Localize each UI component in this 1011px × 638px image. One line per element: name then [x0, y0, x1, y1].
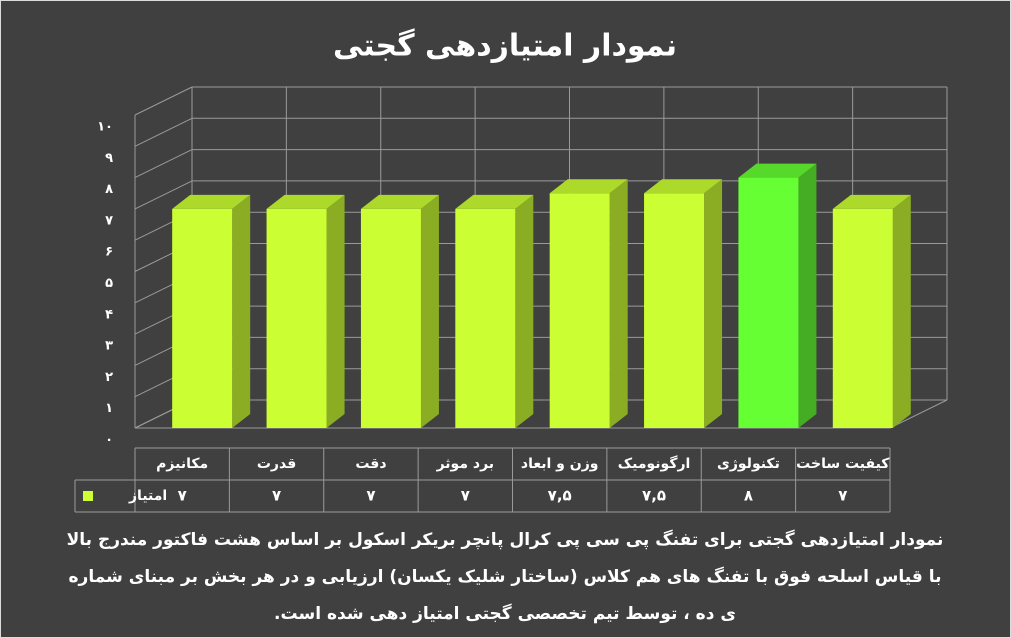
x-tick-label: وزن و ابعاد: [521, 456, 599, 472]
bar: [360, 208, 421, 428]
bar: [549, 193, 610, 428]
y-tick-label: ۳: [105, 339, 113, 354]
x-tick-label: برد موثر: [436, 456, 494, 472]
bar: [172, 208, 233, 428]
grid-line: [134, 117, 193, 147]
y-tick-label: ۵: [105, 276, 113, 291]
y-tick-label: ۴: [105, 307, 113, 322]
value-label: ۷: [461, 487, 470, 505]
bar: [455, 208, 516, 428]
bar-side: [326, 194, 345, 428]
bar-side: [420, 194, 439, 428]
y-tick-label: ۱: [105, 401, 113, 416]
chart-title: نمودار امتیازدهی گجتی: [333, 28, 677, 64]
bar-top: [738, 163, 817, 178]
bar: [644, 193, 705, 428]
value-label: ۷: [272, 487, 281, 505]
value-label: ۸: [744, 487, 753, 505]
bar-top: [644, 179, 723, 194]
grid-line: [134, 149, 193, 179]
y-tick-label: ۱۰: [97, 120, 113, 135]
x-tick-label: کیفیت ساخت: [796, 456, 890, 472]
legend-swatch: [83, 491, 93, 501]
value-label: ۷,۵: [548, 487, 572, 505]
y-tick-label: ۶: [105, 245, 113, 260]
bar-top: [266, 194, 345, 209]
bar: [738, 177, 799, 428]
caption-line: ی ده ، توسط تیم تخصصی گجتی امتیاز دهی شد…: [274, 603, 736, 624]
y-tick-label: ۹: [105, 151, 113, 166]
y-tick-label: ۸: [105, 182, 113, 197]
value-label: ۷: [366, 487, 375, 505]
bar-top: [360, 194, 439, 209]
bar-top: [455, 194, 534, 209]
value-label: ۷,۵: [642, 487, 666, 505]
bar-side: [609, 179, 628, 428]
bar-top: [832, 194, 911, 209]
x-tick-label: ارگونومیک: [618, 455, 691, 472]
caption-line: با قیاس اسلحه فوق با تفنگ های هم کلاس (س…: [69, 566, 942, 587]
bar-side: [515, 194, 534, 428]
y-tick-label: ۷: [105, 213, 113, 228]
x-tick-label: تکنولوژی: [717, 456, 780, 472]
y-tick-label: ۲: [105, 370, 113, 385]
x-tick-label: قدرت: [257, 456, 296, 472]
bar-side: [892, 194, 911, 428]
bar-top: [549, 179, 628, 194]
bar: [832, 208, 893, 428]
bar: [266, 208, 327, 428]
bar-top: [172, 194, 251, 209]
legend-label: امتیاز: [128, 488, 167, 504]
bar-side: [798, 163, 817, 428]
y-tick-label: ۰: [105, 433, 113, 448]
value-label: ۷: [178, 487, 187, 505]
caption-line: نمودار امتیازدهی گجتی برای تفنگ پی سی پی…: [67, 529, 944, 550]
x-tick-label: دقت: [355, 456, 386, 472]
x-tick-label: مکانیزم: [156, 456, 208, 472]
grid-line: [134, 180, 193, 210]
grid-line: [134, 86, 193, 116]
bar-side: [704, 179, 723, 428]
bar-side: [232, 194, 251, 428]
value-label: ۷: [838, 487, 847, 505]
